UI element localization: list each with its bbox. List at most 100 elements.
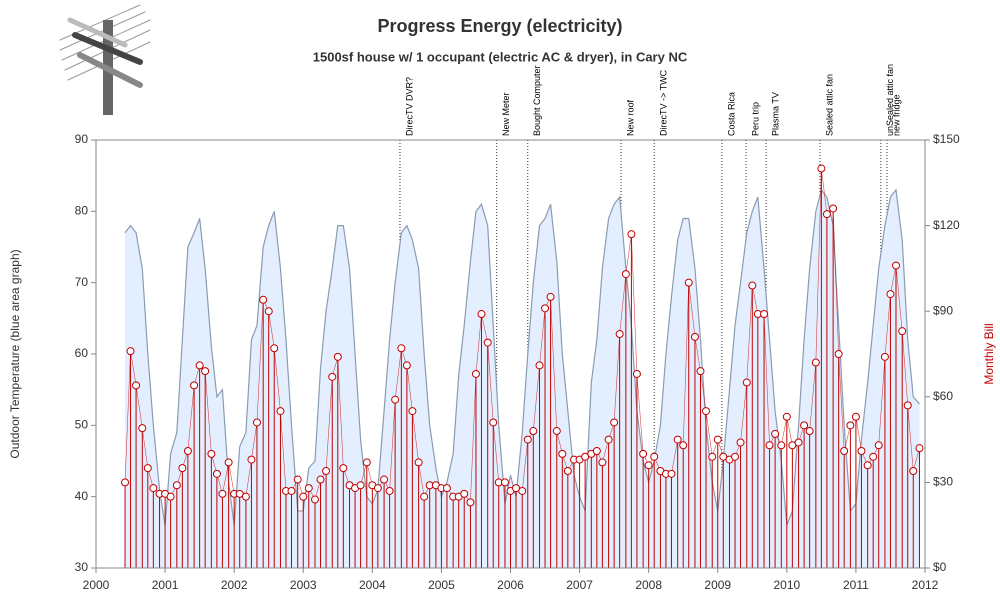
y2-tick-label: $60 (933, 389, 953, 403)
bill-marker (598, 458, 607, 467)
plot-area: DirecTV DVR? New Meter Bought Computer New … (75, 64, 960, 592)
bill-marker (264, 307, 273, 316)
annotation-label: Sealed attic fan (824, 74, 834, 136)
x-tick-label: 2004 (359, 578, 386, 592)
bill-marker (339, 464, 348, 473)
bill-marker (489, 418, 498, 427)
bill-marker (765, 441, 774, 450)
bill-marker (380, 475, 389, 484)
bill-marker (811, 358, 820, 367)
bill-marker (742, 378, 751, 387)
y2-tick-label: $120 (933, 218, 960, 232)
bill-marker (195, 361, 204, 370)
bill-marker (863, 461, 872, 470)
bill-marker (373, 484, 382, 493)
bill-marker (592, 447, 601, 456)
bill-marker (650, 452, 659, 461)
bill-marker (558, 449, 567, 458)
bill-marker (771, 429, 780, 438)
annotation-label: Plasma TV (770, 92, 780, 136)
bill-marker (523, 435, 532, 444)
bill-marker (138, 424, 147, 433)
annotation-label: DirecTV -> TWC (659, 69, 669, 136)
x-tick-label: 2009 (704, 578, 731, 592)
bill-marker (442, 484, 451, 493)
bill-marker (183, 447, 192, 456)
bill-marker (252, 418, 261, 427)
y-tick-label: 50 (75, 418, 89, 432)
bill-marker (166, 492, 175, 501)
bill-marker (546, 292, 555, 301)
bill-marker (333, 352, 342, 361)
bill-marker (328, 372, 337, 381)
bill-marker (891, 261, 900, 270)
annotation-label: Bought Computer (532, 65, 542, 136)
bill-marker (909, 466, 918, 475)
bill-marker (143, 464, 152, 473)
bill-marker (212, 469, 221, 478)
bill-marker (627, 230, 636, 239)
bill-marker (829, 204, 838, 213)
bill-marker (276, 407, 285, 416)
bill-marker (471, 369, 480, 378)
bill-marker (247, 455, 256, 464)
bill-marker (736, 438, 745, 447)
x-tick-label: 2012 (912, 578, 939, 592)
bill-marker (322, 466, 331, 475)
bill-marker (270, 344, 279, 353)
annotation-label: DirecTV DVR? (404, 77, 414, 136)
bill-marker (304, 484, 313, 493)
bill-marker (696, 367, 705, 376)
bill-marker (477, 310, 486, 319)
bill-marker (218, 489, 227, 498)
y-tick-label: 30 (75, 560, 89, 574)
bill-marker (299, 492, 308, 501)
bill-marker (610, 418, 619, 427)
bill-marker (402, 361, 411, 370)
bill-marker (460, 489, 469, 498)
bill-marker (316, 475, 325, 484)
bill-marker (414, 458, 423, 467)
bill-marker (621, 270, 630, 279)
bill-marker (604, 435, 613, 444)
bill-marker (777, 441, 786, 450)
bill-marker (679, 441, 688, 450)
y-axis-label: Outdoor Temperature (blue area graph) (8, 249, 22, 458)
bill-marker (310, 495, 319, 504)
y2-tick-label: $90 (933, 303, 953, 317)
bill-marker (731, 452, 740, 461)
bill-marker (397, 344, 406, 353)
bill-marker (529, 427, 538, 436)
y2-tick-label: $0 (933, 560, 947, 574)
annotation-label: Costa Rica (726, 92, 736, 136)
annotation-label: Peru trip (750, 102, 760, 136)
bill-marker (880, 352, 889, 361)
bill-marker (805, 427, 814, 436)
x-tick-label: 2003 (290, 578, 317, 592)
bill-marker (874, 441, 883, 450)
bill-marker (782, 412, 791, 421)
bill-marker (500, 478, 509, 487)
y-tick-label: 70 (75, 275, 89, 289)
bill-marker (201, 367, 210, 376)
bill-marker (632, 369, 641, 378)
bill-marker (615, 330, 624, 339)
logo (59, 4, 151, 115)
bill-marker (673, 435, 682, 444)
bill-marker (713, 435, 722, 444)
x-tick-label: 2000 (83, 578, 110, 592)
y-tick-label: 60 (75, 346, 89, 360)
bill-marker (708, 452, 717, 461)
bill-marker (822, 210, 831, 219)
bill-marker (385, 486, 394, 495)
bill-marker (684, 278, 693, 287)
bill-marker (851, 412, 860, 421)
bill-marker (800, 421, 809, 430)
bill-marker (690, 332, 699, 341)
bill-marker (834, 350, 843, 358)
bill-marker (639, 449, 648, 458)
bill-marker (408, 407, 417, 416)
annotation-label: new fridge (891, 94, 901, 136)
bill-marker (259, 295, 268, 304)
bill-marker (915, 444, 924, 453)
